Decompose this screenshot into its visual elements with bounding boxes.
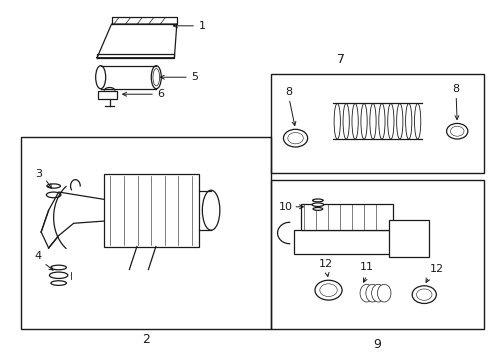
Text: 2: 2 xyxy=(142,333,149,346)
Bar xyxy=(301,203,393,230)
Polygon shape xyxy=(97,54,174,58)
Ellipse shape xyxy=(396,103,402,139)
Text: 12: 12 xyxy=(429,264,443,274)
Ellipse shape xyxy=(151,66,161,89)
Ellipse shape xyxy=(365,284,379,302)
Circle shape xyxy=(416,289,431,300)
Ellipse shape xyxy=(96,66,105,89)
Bar xyxy=(98,91,117,99)
Ellipse shape xyxy=(351,103,358,139)
Text: 3: 3 xyxy=(35,169,42,179)
Text: 4: 4 xyxy=(35,251,42,261)
Circle shape xyxy=(283,129,307,147)
Ellipse shape xyxy=(46,192,61,198)
Circle shape xyxy=(287,132,303,144)
Text: 9: 9 xyxy=(373,338,381,351)
Ellipse shape xyxy=(202,190,220,230)
Text: 7: 7 xyxy=(337,53,345,66)
Ellipse shape xyxy=(378,103,384,139)
Polygon shape xyxy=(97,24,177,58)
Text: 11: 11 xyxy=(359,262,373,272)
FancyBboxPatch shape xyxy=(103,174,198,247)
Bar xyxy=(21,138,270,329)
Ellipse shape xyxy=(51,281,66,285)
Ellipse shape xyxy=(312,207,322,210)
Ellipse shape xyxy=(414,103,420,139)
Bar xyxy=(294,230,426,255)
Ellipse shape xyxy=(359,284,373,302)
Text: 8: 8 xyxy=(285,86,292,96)
Circle shape xyxy=(314,280,342,300)
Text: 10: 10 xyxy=(278,202,292,212)
Text: 1: 1 xyxy=(198,21,205,31)
Ellipse shape xyxy=(51,265,66,270)
Circle shape xyxy=(319,284,337,297)
Circle shape xyxy=(449,126,463,136)
Ellipse shape xyxy=(369,103,375,139)
Ellipse shape xyxy=(343,103,348,139)
Ellipse shape xyxy=(360,103,366,139)
Text: 6: 6 xyxy=(157,89,164,99)
Circle shape xyxy=(446,123,467,139)
Ellipse shape xyxy=(47,184,61,188)
Ellipse shape xyxy=(312,199,323,202)
Ellipse shape xyxy=(153,68,159,86)
Ellipse shape xyxy=(387,103,393,139)
Text: 5: 5 xyxy=(191,72,198,82)
Text: 12: 12 xyxy=(318,259,332,269)
Text: 8: 8 xyxy=(452,84,459,94)
Circle shape xyxy=(411,286,435,303)
Polygon shape xyxy=(111,17,177,24)
Ellipse shape xyxy=(333,103,340,139)
Ellipse shape xyxy=(371,284,385,302)
Ellipse shape xyxy=(311,203,323,206)
Bar xyxy=(270,74,483,173)
Ellipse shape xyxy=(49,272,68,279)
Bar xyxy=(270,180,483,329)
FancyBboxPatch shape xyxy=(388,220,428,257)
Ellipse shape xyxy=(377,284,390,302)
Ellipse shape xyxy=(405,103,411,139)
